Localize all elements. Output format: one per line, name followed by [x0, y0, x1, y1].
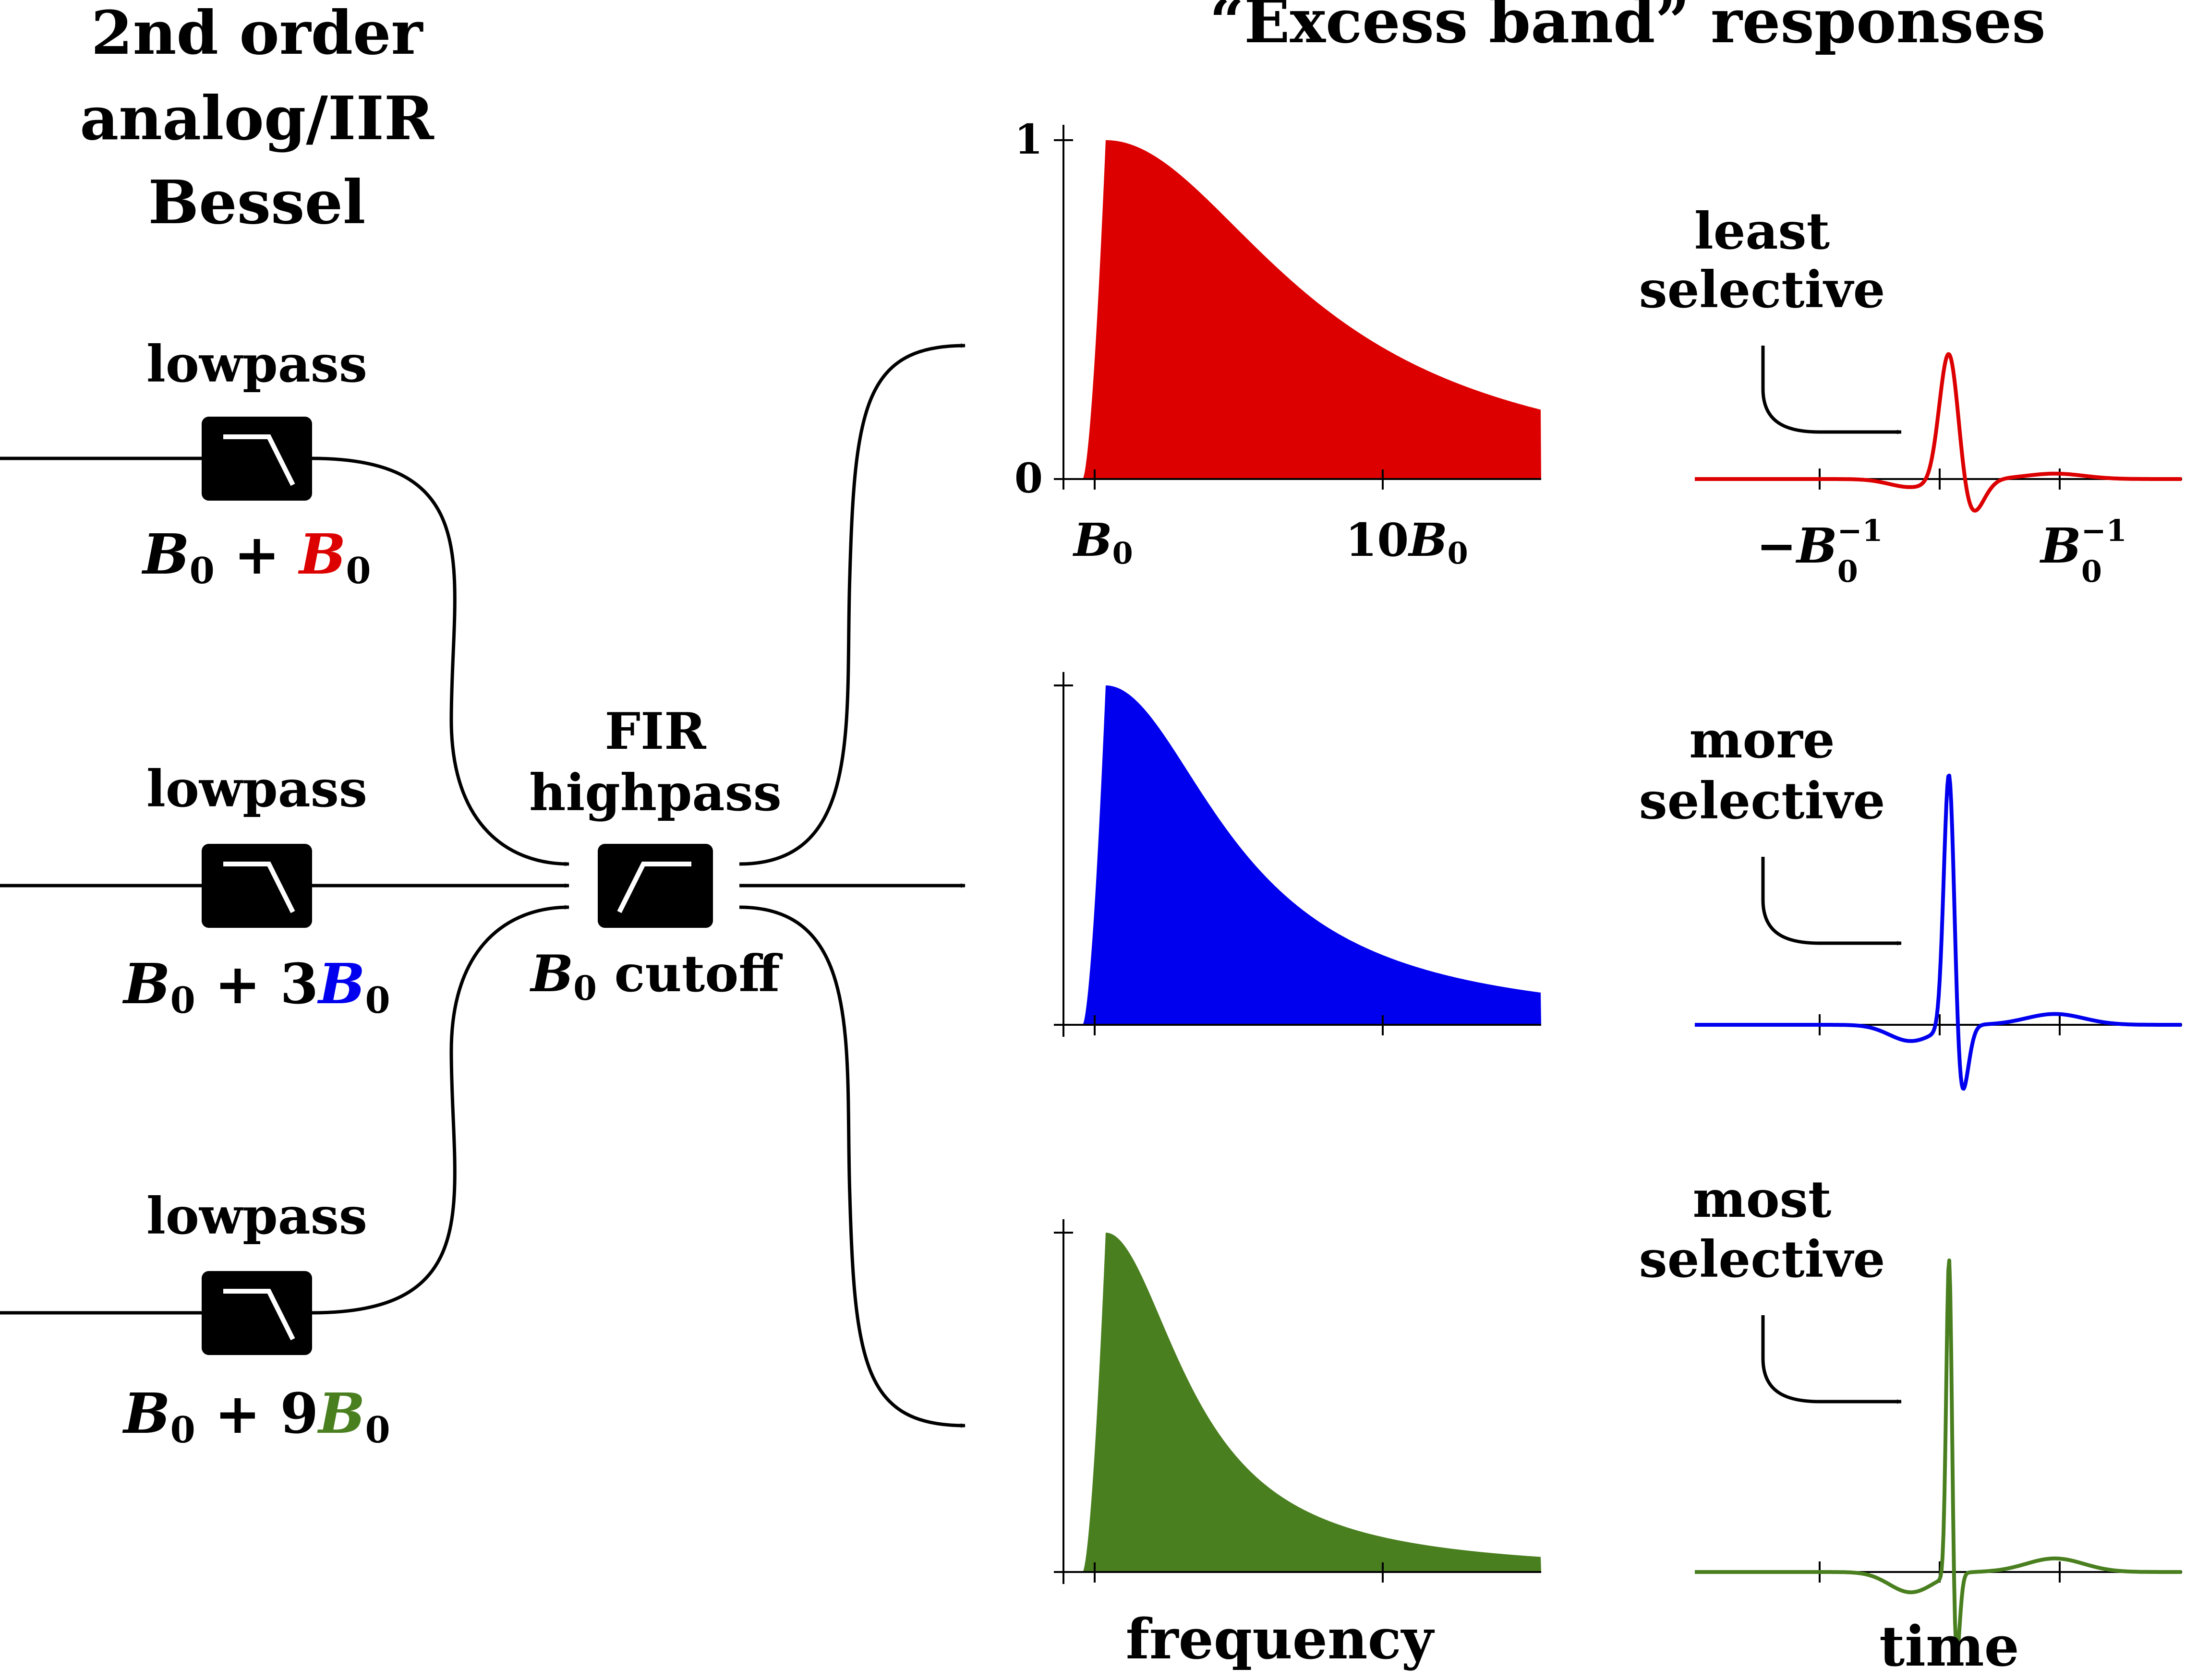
annotation-most-line2: selective: [1639, 1229, 1885, 1289]
fir-highpass-filter: [598, 844, 713, 928]
annotation-arrow-2: [1761, 857, 1902, 946]
annotation-least-line2: selective: [1639, 260, 1885, 319]
time-tick-label-neg: −B−1 0: [1756, 513, 1883, 589]
frequency-response-green: [1083, 1233, 1541, 1572]
lowpass-label-2: lowpass: [146, 759, 367, 818]
title-left-line1: 2nd order: [91, 0, 424, 68]
impulse-response-red: [1694, 352, 2183, 513]
frequency-axes-middle: [1054, 672, 1541, 1037]
fir-label-line2: highpass: [529, 763, 782, 822]
impulse-response-green: [1694, 1258, 2183, 1656]
fir-label-line1: FIR: [605, 701, 707, 761]
wire-fir-to-top: [739, 343, 966, 866]
frequency-response-blue: [1083, 685, 1541, 1025]
lowpass-filter-1: [202, 417, 312, 501]
frequency-response-red: [1083, 140, 1541, 479]
wire-fir-to-bottom: [739, 905, 966, 1428]
wire-lowpass1-to-fir: [312, 456, 569, 866]
impulse-response-blue: [1694, 773, 2183, 1091]
lowpass-filter-3: [202, 1271, 312, 1355]
wire-lowpass3-to-fir: [312, 905, 569, 1315]
lowpass-equation-3: B0 + 9B0: [122, 1381, 390, 1451]
annotation-arrow-3: [1761, 1315, 1902, 1404]
lowpass-label-3: lowpass: [146, 1186, 367, 1246]
time-tick-label-pos: B−1 0: [2039, 513, 2127, 589]
lowpass-equation-1: B0 + B0: [141, 522, 371, 592]
frequency-xlabel: frequency: [1126, 1607, 1435, 1672]
lowpass-label-1: lowpass: [146, 334, 367, 394]
frequency-axes-top: [1054, 125, 1541, 490]
annotation-arrow-1: [1761, 346, 1902, 434]
title-left-line2: analog/IIR: [80, 84, 435, 154]
annotation-more-line1: more: [1689, 710, 1835, 769]
x-tick-label-b0: B0: [1072, 514, 1133, 571]
annotation-more-line2: selective: [1639, 771, 1885, 830]
frequency-axes-bottom: [1054, 1219, 1541, 1584]
lowpass-equation-2: B0 + 3B0: [122, 952, 390, 1021]
y-tick-label-1: 1: [1014, 116, 1043, 164]
time-xlabel: time: [1879, 1614, 2019, 1679]
y-tick-label-0: 0: [1014, 455, 1043, 503]
annotation-least-line1: least: [1694, 201, 1830, 261]
annotation-most-line1: most: [1693, 1169, 1832, 1229]
x-tick-label-10b0: 10B0: [1345, 514, 1468, 571]
lowpass-filter-2: [202, 844, 312, 928]
fir-cutoff-label: B0 cutoff: [529, 944, 783, 1008]
title-left-line3: Bessel: [148, 168, 366, 238]
title-right: “Excess band” responses: [1209, 0, 2045, 57]
